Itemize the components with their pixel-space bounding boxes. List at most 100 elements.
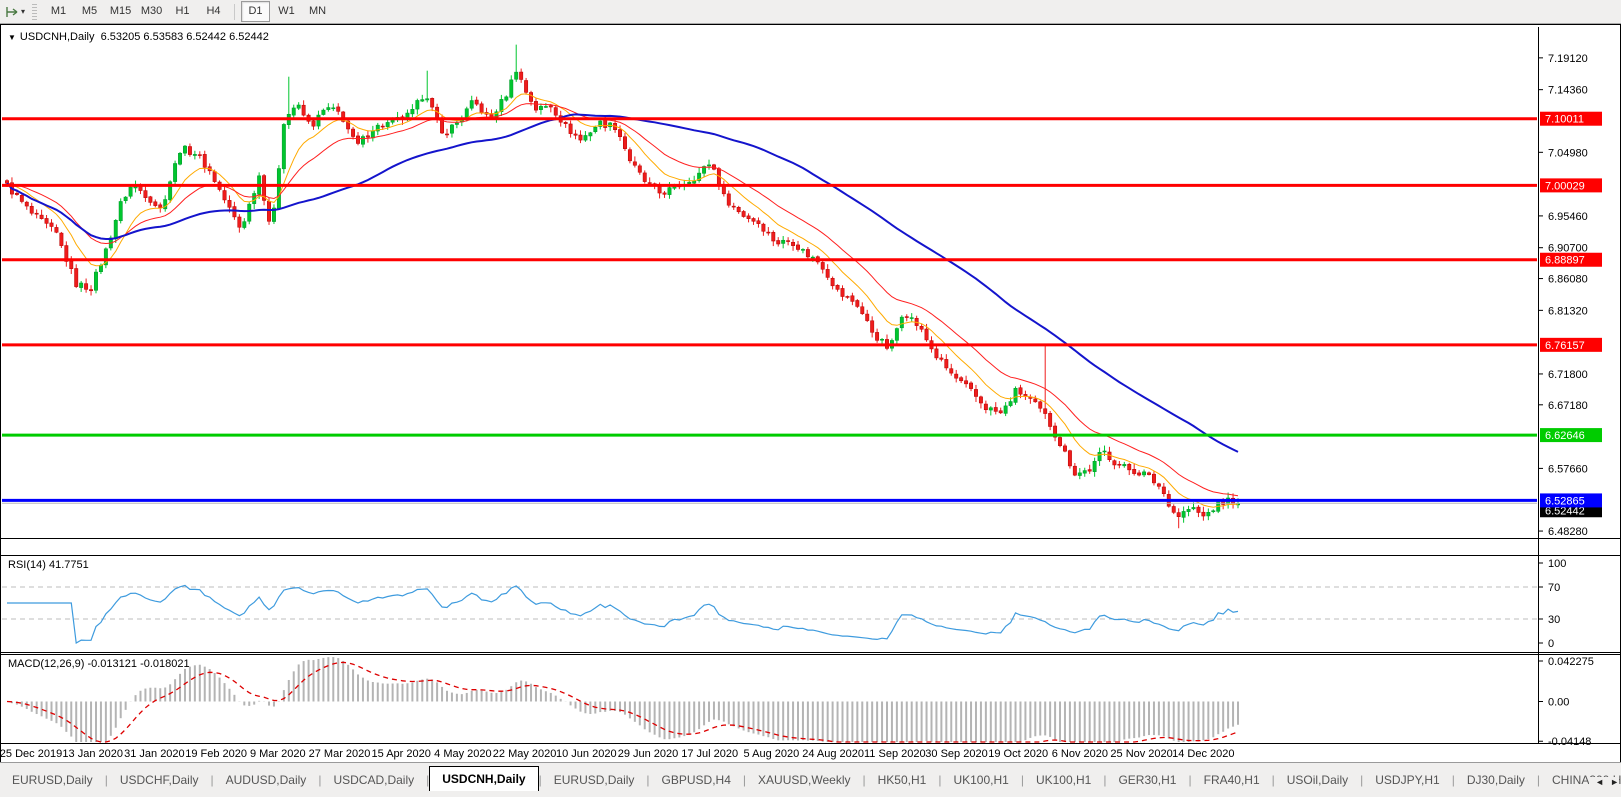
svg-text:6.67180: 6.67180 xyxy=(1548,400,1588,412)
rsi-panel: 100 70 30 0 xyxy=(2,558,1566,650)
rsi-indicator-label: RSI(14) 41.7751 xyxy=(8,559,89,571)
svg-text:100: 100 xyxy=(1548,558,1566,570)
svg-text:6.90700: 6.90700 xyxy=(1548,243,1588,255)
tab-uk100-h1[interactable]: UK100,H1 xyxy=(1035,773,1092,787)
svg-text:6.81320: 6.81320 xyxy=(1548,305,1588,317)
timeframe-M1[interactable]: M1 xyxy=(50,5,67,17)
date-label: 15 Apr 2020 xyxy=(371,748,431,760)
svg-text:6.76157: 6.76157 xyxy=(1545,340,1585,352)
date-label: 19 Oct 2020 xyxy=(988,748,1049,760)
tab-usdjpy-h1[interactable]: USDJPY,H1 xyxy=(1375,773,1440,787)
date-label: 17 Jul 2020 xyxy=(681,748,739,760)
svg-text:-0.04148: -0.04148 xyxy=(1548,736,1591,748)
svg-text:6.52442: 6.52442 xyxy=(1545,505,1585,517)
svg-text:6.62646: 6.62646 xyxy=(1545,430,1585,442)
price-tag-6.88897: 6.88897 xyxy=(1540,252,1602,267)
panel-borders xyxy=(1,27,1620,744)
svg-text:0.00: 0.00 xyxy=(1548,697,1569,709)
date-label: 10 Jun 2020 xyxy=(556,748,617,760)
timeframe-M30[interactable]: M30 xyxy=(140,5,163,17)
svg-text:30: 30 xyxy=(1548,614,1560,626)
timeframe-buttons: M1 M5 M15 M30 H1 H4 D1 W1 MN xyxy=(43,1,333,22)
date-label: 25 Nov 2020 xyxy=(1110,748,1173,760)
svg-text:7.19120: 7.19120 xyxy=(1548,53,1588,65)
timeframe-H1[interactable]: H1 xyxy=(175,5,190,17)
date-label: 9 Mar 2020 xyxy=(249,748,306,760)
tab-divider: | xyxy=(1271,773,1275,787)
price-axis: 7.19120 7.14360 7.04980 6.95460 6.90700 6.860… xyxy=(1539,53,1602,538)
ma-fast-line xyxy=(6,93,1239,508)
tab-divider: | xyxy=(210,773,214,787)
tab-ger30-h1[interactable]: GER30,H1 xyxy=(1118,773,1177,787)
tab-divider: | xyxy=(318,773,322,787)
timeframe-M5[interactable]: M5 xyxy=(81,5,98,17)
tab-divider: | xyxy=(1360,773,1364,787)
tab-divider: | xyxy=(426,773,430,787)
date-label: 11 Sep 2020 xyxy=(864,748,926,760)
svg-text:6.71800: 6.71800 xyxy=(1548,369,1588,381)
date-label: 19 Feb 2020 xyxy=(185,748,247,760)
svg-text:6.88897: 6.88897 xyxy=(1545,255,1585,267)
tab-scroll-right-icon[interactable]: ► xyxy=(1610,777,1619,787)
dropdown-caret-icon[interactable]: ▾ xyxy=(21,7,26,16)
symbol-tab-bar: EURUSD,Daily | USDCHF,Daily | AUDUSD,Daily | U… xyxy=(0,762,1621,791)
collapse-icon[interactable]: ▼ xyxy=(8,33,16,42)
svg-text:6.95460: 6.95460 xyxy=(1548,211,1588,223)
tab-divider: | xyxy=(646,773,650,787)
timeframe-D1[interactable]: D1 xyxy=(241,1,271,22)
date-label: 4 May 2020 xyxy=(434,748,492,760)
date-label: 27 Mar 2020 xyxy=(308,748,371,760)
tab-scroll-left-icon[interactable]: ◄ xyxy=(1595,777,1605,787)
macd-signal-line xyxy=(6,661,1239,743)
tab-divider: | xyxy=(1188,773,1192,787)
chart-window: 7.19120 7.14360 7.04980 6.95460 6.90700 6.860… xyxy=(0,24,1621,763)
timeframe-MN[interactable]: MN xyxy=(308,5,327,17)
svg-text:7.10011: 7.10011 xyxy=(1545,114,1584,126)
tab-dj30-daily[interactable]: DJ30,Daily xyxy=(1466,773,1525,787)
svg-text:0: 0 xyxy=(1548,638,1554,650)
date-label: 24 Aug 2020 xyxy=(802,748,864,760)
tab-gbpusd-h4[interactable]: GBPUSD,H4 xyxy=(661,773,731,787)
tab-eurusd-daily[interactable]: EURUSD,Daily xyxy=(12,773,93,787)
timeframe-W1[interactable]: W1 xyxy=(278,5,295,17)
date-label: 29 Jun 2020 xyxy=(617,748,679,760)
svg-text:70: 70 xyxy=(1548,582,1560,594)
tab-hk50-h1[interactable]: HK50,H1 xyxy=(877,773,927,787)
tab-usdchf-daily[interactable]: USDCHF,Daily xyxy=(119,773,199,787)
svg-text:7.00029: 7.00029 xyxy=(1545,180,1585,192)
tab-usdcnh-daily[interactable]: USDCNH,Daily xyxy=(429,766,539,791)
tab-uk100-h1[interactable]: UK100,H1 xyxy=(953,773,1009,787)
toolbar-separator xyxy=(234,3,236,20)
price-tag-7.10011: 7.10011 xyxy=(1540,111,1602,126)
tab-divider: | xyxy=(104,773,108,787)
tab-fra40-h1[interactable]: FRA40,H1 xyxy=(1203,773,1260,787)
svg-text:7.14360: 7.14360 xyxy=(1548,85,1588,97)
date-label: 25 Dec 2019 xyxy=(0,748,63,760)
price-tag-7.00029: 7.00029 xyxy=(1540,178,1602,193)
chart-shift-icon[interactable] xyxy=(4,4,20,20)
price-tag-6.62646: 6.62646 xyxy=(1540,428,1602,443)
tab-divider: | xyxy=(538,773,542,787)
price-tag-6.52865: 6.52865 xyxy=(1540,493,1602,508)
tab-audusd-daily[interactable]: AUDUSD,Daily xyxy=(225,773,307,787)
tab-divider: | xyxy=(742,773,747,787)
status-strip xyxy=(0,790,1621,797)
tab-divider: | xyxy=(1451,773,1455,787)
tab-xauusd-weekly[interactable]: XAUUSD,Weekly xyxy=(758,773,851,787)
date-label: 31 Jan 2020 xyxy=(124,748,185,760)
price-tag-6.76157: 6.76157 xyxy=(1540,337,1602,352)
symbol-tabs: EURUSD,Daily | USDCHF,Daily | AUDUSD,Daily | U… xyxy=(0,766,1621,791)
tab-usoil-daily[interactable]: USOil,Daily xyxy=(1286,773,1349,787)
date-label: 6 Nov 2020 xyxy=(1051,748,1109,760)
macd-indicator-label: MACD(12,26,9) -0.013121 -0.018021 xyxy=(8,658,190,670)
toolbar-grip[interactable] xyxy=(32,3,38,20)
timeframe-M15[interactable]: M15 xyxy=(109,5,132,17)
main-plot[interactable] xyxy=(2,44,1537,529)
date-label: 5 Aug 2020 xyxy=(743,748,800,760)
chart-title: ▼ USDCNH,Daily 6.53205 6.53583 6.52442 6.… xyxy=(8,31,269,43)
chart-svg[interactable]: 7.19120 7.14360 7.04980 6.95460 6.90700 6.860… xyxy=(1,25,1620,762)
tab-usdcad-daily[interactable]: USDCAD,Daily xyxy=(333,773,415,787)
tab-divider: | xyxy=(862,773,866,787)
tab-eurusd-daily[interactable]: EURUSD,Daily xyxy=(553,773,635,787)
timeframe-H4[interactable]: H4 xyxy=(206,5,221,17)
